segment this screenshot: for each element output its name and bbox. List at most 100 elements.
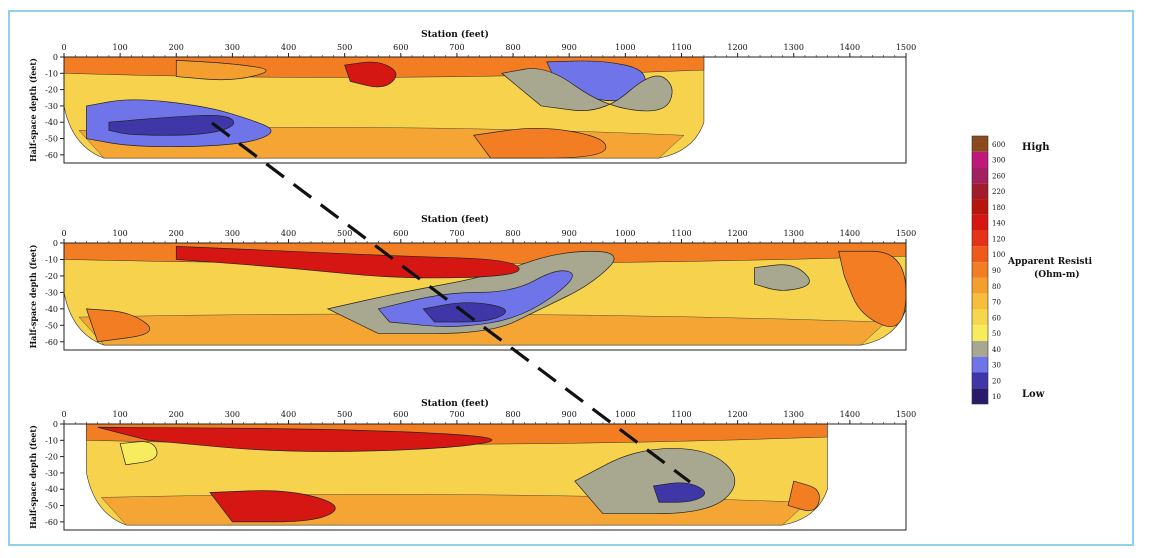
x-tick-label: 1500 <box>896 410 916 419</box>
colorbar-units: (Ohm-m) <box>1034 269 1080 280</box>
contour-region-100-150 <box>97 426 493 452</box>
colorbar-tick-label: 80 <box>992 283 1001 291</box>
y-tick-label: 0 <box>53 239 58 248</box>
contour-region-90-100 <box>838 250 907 327</box>
x-tick-label: 100 <box>112 410 127 419</box>
x-tick-label: 1200 <box>727 43 747 52</box>
colorbar-tick-label: 60 <box>992 314 1001 322</box>
contour-region-90-100 <box>473 127 607 159</box>
x-tick-label: 1100 <box>671 410 691 419</box>
panel-title: Station (feet) <box>421 398 489 409</box>
x-tick-label: 500 <box>337 410 352 419</box>
x-tick-label: 1400 <box>840 229 860 238</box>
contour-region-40-50 <box>754 264 810 291</box>
x-tick-label: 1000 <box>615 229 635 238</box>
y-tick-label: -40 <box>45 305 58 314</box>
colorbar-tick-label: 10 <box>992 393 1001 401</box>
x-tick-label: 1200 <box>727 410 747 419</box>
x-tick-label: 500 <box>337 229 352 238</box>
y-tick-label: -60 <box>45 338 58 347</box>
contour-region-90-100 <box>85 308 150 343</box>
colorbar-cell <box>972 167 988 184</box>
x-tick-label: 200 <box>169 43 184 52</box>
colorbar-tick-label: 220 <box>992 188 1005 196</box>
colorbar-tick-label: 40 <box>992 346 1001 354</box>
x-tick-label: 1500 <box>896 43 916 52</box>
x-tick-label: 300 <box>225 229 240 238</box>
section-panel-3: 0 100 200 300 400 500 600 700 800 900 1000 1100 1200… <box>28 398 916 531</box>
y-tick-label: -30 <box>45 102 58 111</box>
contour-region-100-150 <box>175 245 520 279</box>
colorbar-tick-label: 260 <box>992 172 1005 180</box>
colorbar-cell <box>972 214 988 231</box>
contour-region-80-90 <box>175 59 267 81</box>
plot-frame <box>63 423 907 531</box>
x-tick-label: 0 <box>61 410 66 419</box>
contour-region-40-50 <box>501 68 673 112</box>
y-tick-label: -10 <box>45 255 58 264</box>
x-tick-label: 100 <box>112 43 127 52</box>
y-tick-label: -30 <box>45 288 58 297</box>
x-tick-label: 600 <box>393 43 408 52</box>
y-tick-label: -50 <box>45 502 58 511</box>
contour-region-20-30 <box>108 115 235 136</box>
colorbar-cell <box>972 230 988 247</box>
y-tick-label: 0 <box>53 53 58 62</box>
colorbar-tick-label: 180 <box>992 204 1005 212</box>
x-tick-label: 300 <box>225 43 240 52</box>
x-tick-label: 300 <box>225 410 240 419</box>
x-tick-label: 1400 <box>840 410 860 419</box>
x-tick-label: 400 <box>281 43 296 52</box>
x-tick-label: 800 <box>505 410 520 419</box>
plot-frame <box>63 56 907 164</box>
x-tick-label: 900 <box>562 43 577 52</box>
contour-region-100-150 <box>209 490 336 523</box>
x-tick-label: 600 <box>393 229 408 238</box>
colorbar-cell <box>972 183 988 200</box>
x-tick-label: 1300 <box>784 43 804 52</box>
colorbar-frame <box>971 135 989 405</box>
colorbar: 600 300 260 220 180 140 120 100 90 80 70 60 50 40 30 20… <box>971 135 1093 405</box>
x-tick-label: 800 <box>505 43 520 52</box>
y-tick-label: -10 <box>45 69 58 78</box>
colorbar-tick-label: 300 <box>992 157 1005 165</box>
colorbar-cell <box>972 262 988 278</box>
x-tick-label: 1200 <box>727 229 747 238</box>
colorbar-cell <box>972 356 988 373</box>
contour-region-50-60 <box>119 441 158 466</box>
x-tick-label: 700 <box>449 410 464 419</box>
panel-title: Station (feet) <box>421 29 489 40</box>
y-tick-label: -30 <box>45 469 58 478</box>
colorbar-tick-label: 120 <box>992 235 1005 243</box>
x-tick-label: 700 <box>449 43 464 52</box>
section-panel-1: 0 100 200 300 400 500 600 700 800 900 1000 1100 1200… <box>28 29 916 164</box>
x-tick-label: 1100 <box>671 229 691 238</box>
x-tick-label: 800 <box>505 229 520 238</box>
colorbar-cell <box>972 372 988 389</box>
x-tick-label: 500 <box>337 43 352 52</box>
colorbar-cell <box>972 199 988 215</box>
colorbar-high-label: High <box>1022 142 1050 153</box>
contour-region-20-30 <box>652 482 706 503</box>
colorbar-cell <box>972 293 988 310</box>
colorbar-tick-label: 50 <box>992 330 1001 338</box>
y-axis-label: Half-space depth (feet) <box>28 58 38 162</box>
contour-region-100-150 <box>344 61 397 88</box>
colorbar-cell <box>972 151 988 168</box>
colorbar-cell <box>972 277 988 294</box>
x-tick-label: 1300 <box>784 410 804 419</box>
colorbar-cell <box>972 388 988 404</box>
colorbar-tick-label: 600 <box>992 141 1005 149</box>
y-tick-label: -20 <box>45 272 58 281</box>
colorbar-tick-label: 140 <box>992 220 1005 228</box>
x-tick-label: 100 <box>112 229 127 238</box>
x-tick-label: 1300 <box>784 229 804 238</box>
y-axis-label: Half-space depth (feet) <box>28 425 38 529</box>
x-tick-label: 200 <box>169 410 184 419</box>
x-tick-label: 900 <box>562 229 577 238</box>
colorbar-cell <box>972 309 988 326</box>
x-tick-label: 600 <box>393 410 408 419</box>
colorbar-tick-label: 20 <box>992 377 1001 385</box>
colorbar-tick-label: 30 <box>992 362 1001 370</box>
colorbar-tick-label: 90 <box>992 267 1001 275</box>
